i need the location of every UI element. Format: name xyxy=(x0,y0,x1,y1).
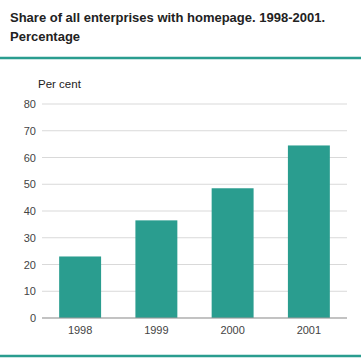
separator xyxy=(0,355,361,358)
x-tick-label: 1998 xyxy=(68,324,92,336)
subtitle: Percentage xyxy=(10,29,80,44)
separator xyxy=(0,57,361,60)
chart-container: Share of all enterprises with homepage. … xyxy=(0,0,361,358)
bars xyxy=(59,145,330,318)
y-tick-label: 50 xyxy=(24,178,36,190)
y-tick-label: 80 xyxy=(24,98,36,110)
grid-line xyxy=(42,130,347,131)
bar xyxy=(135,220,177,318)
grid-line xyxy=(42,318,347,319)
y-tick-label: 70 xyxy=(24,125,36,137)
y-tick-label: 40 xyxy=(24,205,36,217)
x-axis-line xyxy=(42,318,347,319)
y-tick-label: 0 xyxy=(30,312,36,324)
bar xyxy=(59,256,101,318)
y-tick-label: 20 xyxy=(24,259,36,271)
y-tick-label: 10 xyxy=(24,285,36,297)
x-tick-label: 2000 xyxy=(220,324,244,336)
y-axis-label: Per cent xyxy=(38,78,82,90)
bar xyxy=(212,188,254,318)
x-tick-label: 1999 xyxy=(144,324,168,336)
chart-svg: Share of all enterprises with homepage. … xyxy=(0,0,361,358)
grid-line xyxy=(42,104,347,105)
y-tick-label: 60 xyxy=(24,152,36,164)
y-tick-label: 30 xyxy=(24,232,36,244)
x-tick-label: 2001 xyxy=(297,324,321,336)
title: Share of all enterprises with homepage. … xyxy=(10,10,325,25)
bar xyxy=(288,145,330,318)
